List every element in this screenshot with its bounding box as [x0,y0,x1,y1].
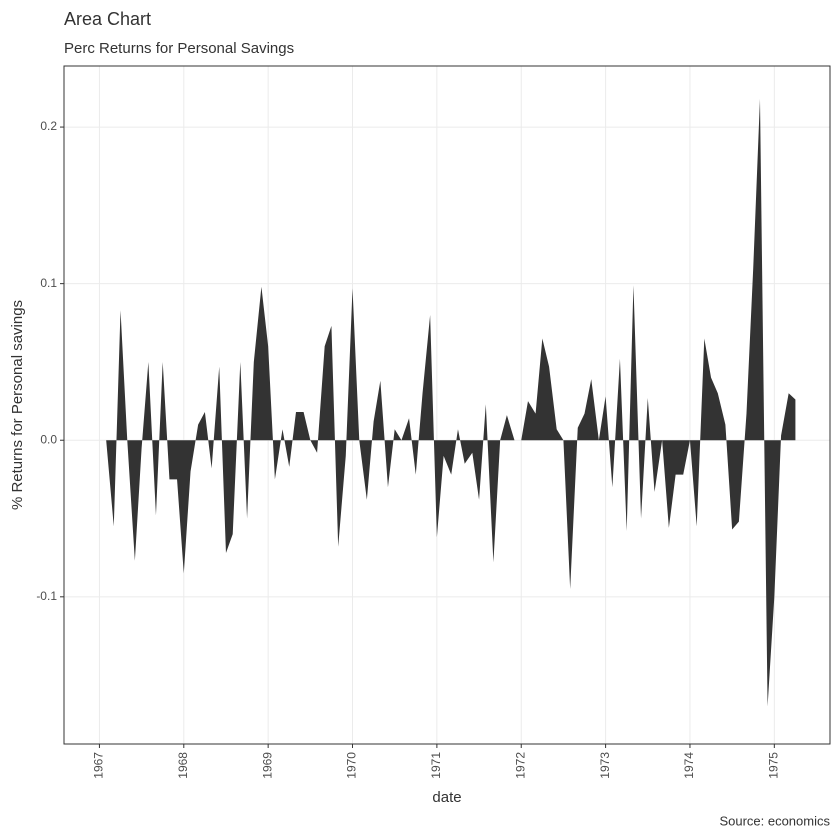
x-tick-label: 1974 [682,752,696,779]
area [106,98,796,707]
y-axis-label: % Returns for Personal savings [9,300,26,510]
x-tick-label: 1975 [766,752,780,779]
x-tick-label: 1970 [345,752,359,779]
x-tick-label: 1971 [429,752,443,779]
x-tick-label: 1967 [92,752,106,779]
x-tick-label: 1968 [176,752,190,779]
panel-border [63,65,831,745]
x-tick-label: 1972 [513,752,527,779]
chart-subtitle: Perc Returns for Personal Savings [64,40,294,57]
chart-title: Area Chart [64,9,151,29]
caption: Source: economics [719,813,830,828]
y-tick-label: 0.2 [40,119,57,133]
x-axis-label: date [432,789,461,806]
x-tick-label: 1969 [260,752,274,779]
y-tick-label: -0.1 [36,589,57,603]
x-tick-label: 1973 [598,752,612,779]
y-tick-label: 0.1 [40,276,57,290]
y-tick-label: 0.0 [40,432,57,446]
